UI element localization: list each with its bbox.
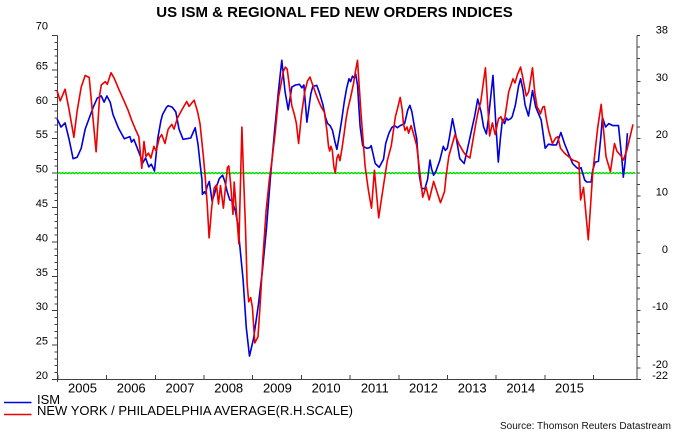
svg-text:2006: 2006 <box>117 381 146 396</box>
svg-text:60: 60 <box>36 95 48 107</box>
svg-text:20: 20 <box>36 370 48 382</box>
svg-text:-20: -20 <box>652 359 668 371</box>
svg-text:35: 35 <box>36 267 48 279</box>
svg-text:2009: 2009 <box>263 381 292 396</box>
svg-text:55: 55 <box>36 129 48 141</box>
svg-text:0: 0 <box>662 244 668 256</box>
svg-text:10: 10 <box>656 187 668 199</box>
svg-text:65: 65 <box>36 60 48 72</box>
svg-text:40: 40 <box>36 232 48 244</box>
svg-text:20: 20 <box>656 129 668 141</box>
svg-text:2005: 2005 <box>68 381 97 396</box>
svg-text:-10: -10 <box>652 301 668 313</box>
svg-text:2015: 2015 <box>555 381 584 396</box>
svg-text:30: 30 <box>656 72 668 84</box>
svg-text:2007: 2007 <box>166 381 195 396</box>
svg-text:2008: 2008 <box>214 381 243 396</box>
svg-text:30: 30 <box>36 301 48 313</box>
svg-text:45: 45 <box>36 198 48 210</box>
svg-text:38: 38 <box>656 25 668 37</box>
svg-text:25: 25 <box>36 336 48 348</box>
svg-text:50: 50 <box>36 164 48 176</box>
svg-text:-22: -22 <box>652 370 668 382</box>
svg-text:2011: 2011 <box>361 381 389 396</box>
svg-text:70: 70 <box>36 21 48 33</box>
svg-text:2013: 2013 <box>458 381 487 396</box>
svg-text:2012: 2012 <box>409 381 438 396</box>
svg-text:2010: 2010 <box>312 381 341 396</box>
svg-text:2014: 2014 <box>506 381 535 396</box>
